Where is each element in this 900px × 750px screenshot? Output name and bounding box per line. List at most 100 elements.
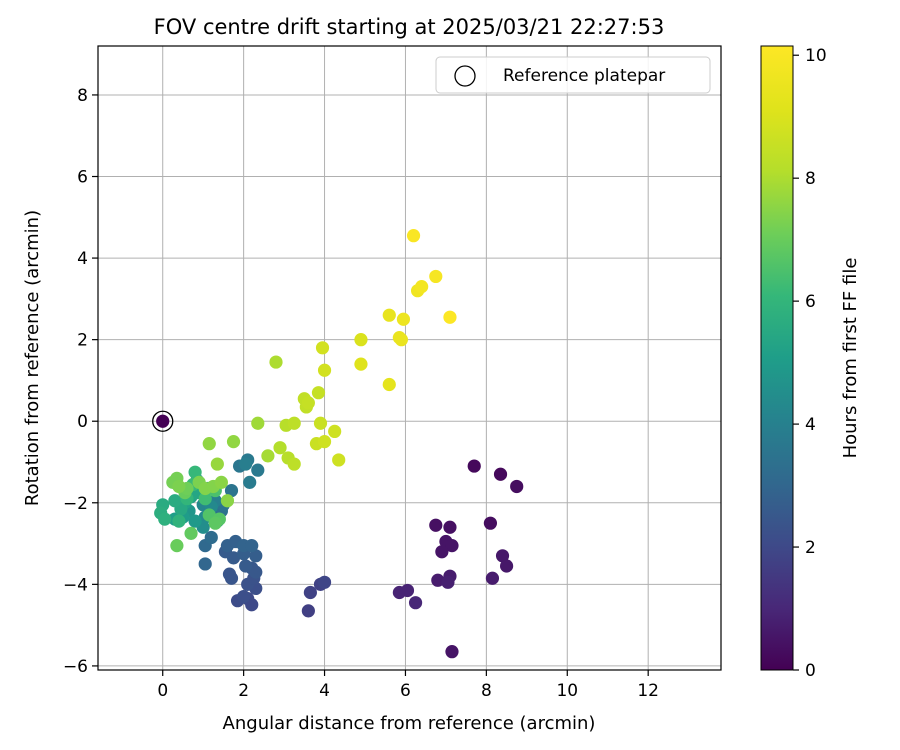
- data-point: [332, 453, 346, 467]
- y-tick-label: 2: [77, 331, 88, 351]
- data-point: [483, 516, 498, 530]
- colorbar-tick-label: 10: [805, 46, 827, 66]
- data-point: [499, 559, 514, 573]
- colorbar-tick-label: 6: [805, 292, 816, 312]
- x-tick-label: 8: [481, 681, 492, 701]
- data-point: [406, 229, 421, 243]
- data-point: [210, 457, 224, 471]
- data-point: [224, 483, 239, 498]
- data-point: [220, 494, 235, 508]
- plot-frame: [97, 45, 722, 671]
- reference-platepar-marker: [152, 410, 174, 432]
- data-point: [249, 549, 263, 563]
- data-point: [287, 457, 301, 471]
- y-tick-label: −4: [63, 575, 88, 595]
- x-axis-ticks: 0 2 4 6 8 10 12: [157, 670, 659, 701]
- data-point: [287, 416, 301, 430]
- colorbar-tick-label: 2: [805, 538, 816, 558]
- data-points: [154, 229, 524, 659]
- colorbar: [760, 45, 794, 671]
- data-point: [415, 280, 429, 294]
- legend-label: Reference platepar: [503, 66, 665, 86]
- data-point: [226, 435, 241, 449]
- data-point: [429, 269, 443, 284]
- data-point: [317, 435, 332, 449]
- data-point: [311, 386, 326, 400]
- data-point: [317, 575, 332, 589]
- reference-marker: [152, 410, 174, 432]
- data-point: [394, 333, 409, 347]
- data-point: [445, 539, 459, 553]
- data-point: [273, 441, 287, 455]
- data-point: [208, 516, 222, 530]
- data-point: [239, 457, 253, 471]
- legend-open-circle-marker: [454, 65, 476, 87]
- data-point: [188, 465, 202, 479]
- legend-box: [435, 56, 711, 94]
- data-point: [168, 494, 182, 508]
- data-point: [313, 416, 328, 430]
- data-point: [214, 475, 228, 489]
- data-point: [354, 357, 368, 371]
- data-point: [485, 571, 500, 585]
- data-point: [354, 333, 368, 347]
- data-point: [172, 514, 186, 528]
- data-point: [382, 377, 396, 392]
- data-point: [204, 530, 218, 545]
- data-point: [317, 363, 332, 377]
- data-point: [408, 596, 423, 610]
- data-point: [382, 308, 396, 322]
- data-point: [396, 312, 411, 326]
- x-tick-label: 4: [319, 681, 330, 701]
- data-point: [237, 589, 251, 604]
- gridlines: [98, 46, 721, 670]
- data-point: [493, 467, 508, 481]
- data-point: [198, 492, 212, 506]
- y-tick-label: 6: [77, 168, 88, 188]
- data-point: [245, 539, 259, 553]
- data-point: [510, 479, 524, 494]
- y-tick-label: 8: [77, 86, 88, 106]
- data-point: [251, 416, 265, 430]
- data-point: [170, 539, 184, 553]
- data-point: [315, 341, 330, 355]
- data-point: [431, 573, 445, 587]
- data-point: [226, 551, 241, 565]
- x-tick-label: 6: [400, 681, 411, 701]
- y-axis-ticks: −6 −4 −2 0 2 4 6 8: [63, 86, 98, 677]
- data-point: [239, 559, 253, 573]
- y-axis-label: Rotation from reference (arcmin): [22, 210, 43, 506]
- x-tick-label: 0: [157, 681, 168, 701]
- data-point: [467, 459, 481, 473]
- data-point: [251, 463, 265, 477]
- data-point: [443, 520, 457, 534]
- data-point: [156, 414, 170, 428]
- data-point: [158, 512, 172, 526]
- data-point: [222, 567, 237, 581]
- data-point: [269, 355, 283, 369]
- data-point: [435, 545, 449, 559]
- data-point: [261, 449, 275, 463]
- data-point: [303, 585, 317, 600]
- data-point: [400, 583, 415, 598]
- data-point: [184, 526, 198, 540]
- data-point: [202, 437, 216, 451]
- colorbar-tick-label: 0: [805, 661, 816, 681]
- colorbar-tick-label: 4: [805, 415, 816, 435]
- data-point: [495, 549, 510, 563]
- y-tick-label: 0: [77, 412, 88, 432]
- data-point: [441, 575, 455, 589]
- data-point: [443, 310, 457, 324]
- x-tick-label: 10: [556, 681, 578, 701]
- x-tick-label: 2: [238, 681, 249, 701]
- x-axis-label: Angular distance from reference (arcmin): [223, 713, 596, 734]
- data-point: [301, 396, 315, 410]
- data-point: [172, 479, 186, 494]
- colorbar-ticks: 0 2 4 6 8 10: [793, 46, 827, 681]
- y-tick-label: 4: [77, 249, 88, 269]
- colorbar-label: Hours from first FF file: [840, 258, 861, 459]
- data-point: [188, 514, 202, 528]
- x-tick-label: 12: [637, 681, 659, 701]
- y-tick-label: −6: [63, 657, 88, 677]
